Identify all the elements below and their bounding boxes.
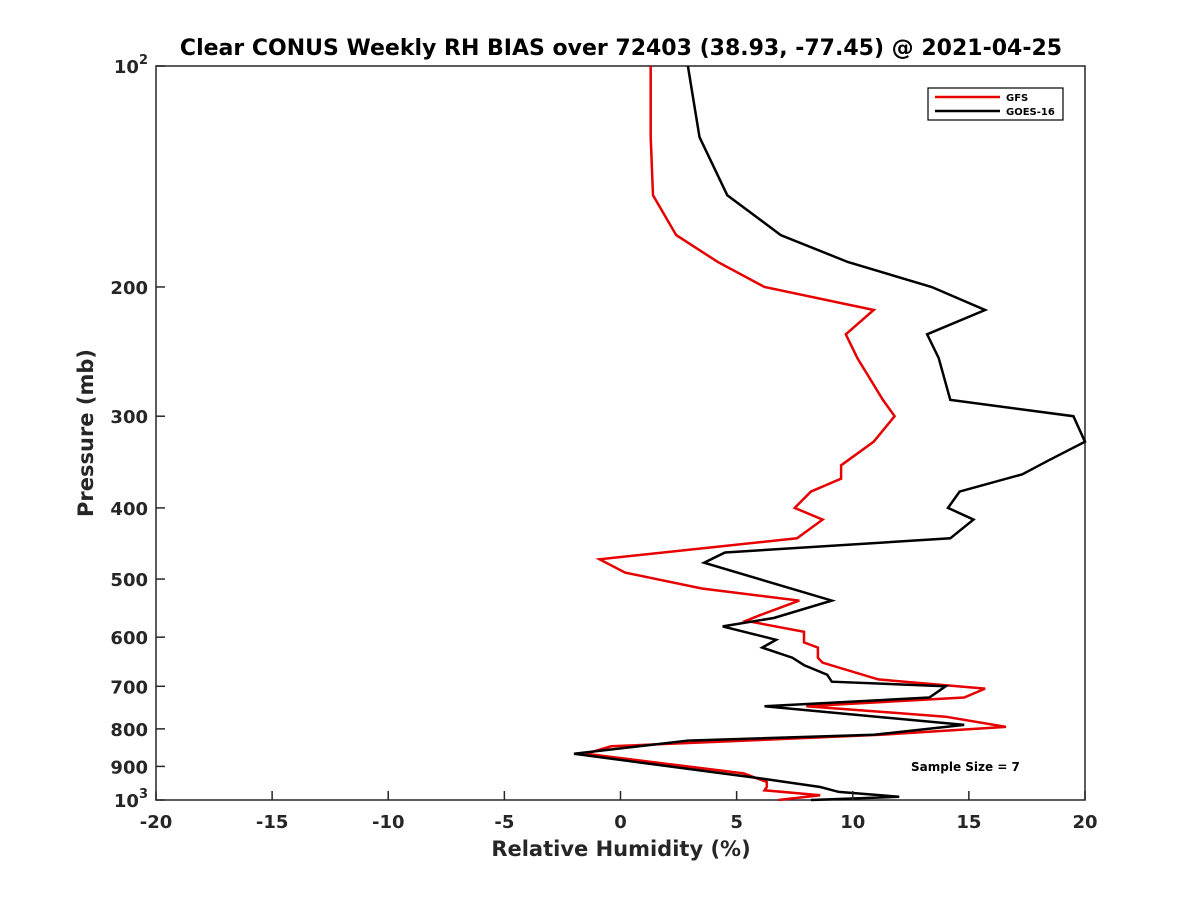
- y-tick-label: 700: [110, 677, 148, 698]
- x-tick-label: -20: [140, 812, 173, 833]
- legend: GFS GOES-16: [927, 87, 1064, 121]
- x-tick-label: -10: [372, 812, 405, 833]
- y-tick-label: 102: [114, 53, 148, 78]
- x-tick-label: -15: [256, 812, 289, 833]
- y-axis-label: Pressure (mb): [74, 349, 98, 517]
- y-tick-label: 103: [114, 787, 148, 812]
- sample-size-annotation: Sample Size = 7: [911, 760, 1020, 774]
- y-tick-label: 500: [110, 570, 148, 591]
- x-tick-label: -5: [494, 812, 514, 833]
- x-tick-label: 15: [956, 812, 981, 833]
- y-tick-label: 900: [110, 757, 148, 778]
- y-tick-label: 600: [110, 628, 148, 649]
- y-tick-label: 800: [110, 720, 148, 741]
- y-tick-label: 200: [110, 278, 148, 299]
- x-tick-label: 0: [614, 812, 627, 833]
- x-axis-label: Relative Humidity (%): [491, 837, 750, 861]
- y-tick-label: 400: [110, 499, 148, 520]
- plot-area: -20 -15 -10 -5 0 5 10 15 20 102 200 300 400 500 600 700…: [110, 53, 1097, 833]
- legend-label-goes16: GOES-16: [1006, 107, 1055, 118]
- axes-frame: [155, 65, 1086, 801]
- series-layer: [573, 65, 1087, 802]
- chart-title: Clear CONUS Weekly RH BIAS over 72403 (3…: [180, 36, 1062, 61]
- x-tick-label: 20: [1072, 812, 1097, 833]
- series-line-gfs: [585, 66, 1007, 802]
- ticks-layer: -20 -15 -10 -5 0 5 10 15 20 102 200 300 400 500 600 700…: [110, 53, 1097, 833]
- legend-label-gfs: GFS: [1006, 93, 1028, 104]
- legend-box: [927, 87, 1064, 121]
- y-tick-label: 300: [110, 407, 148, 428]
- series-line-goes16: [573, 65, 1087, 802]
- x-tick-label: 10: [840, 812, 865, 833]
- x-tick-label: 5: [730, 812, 743, 833]
